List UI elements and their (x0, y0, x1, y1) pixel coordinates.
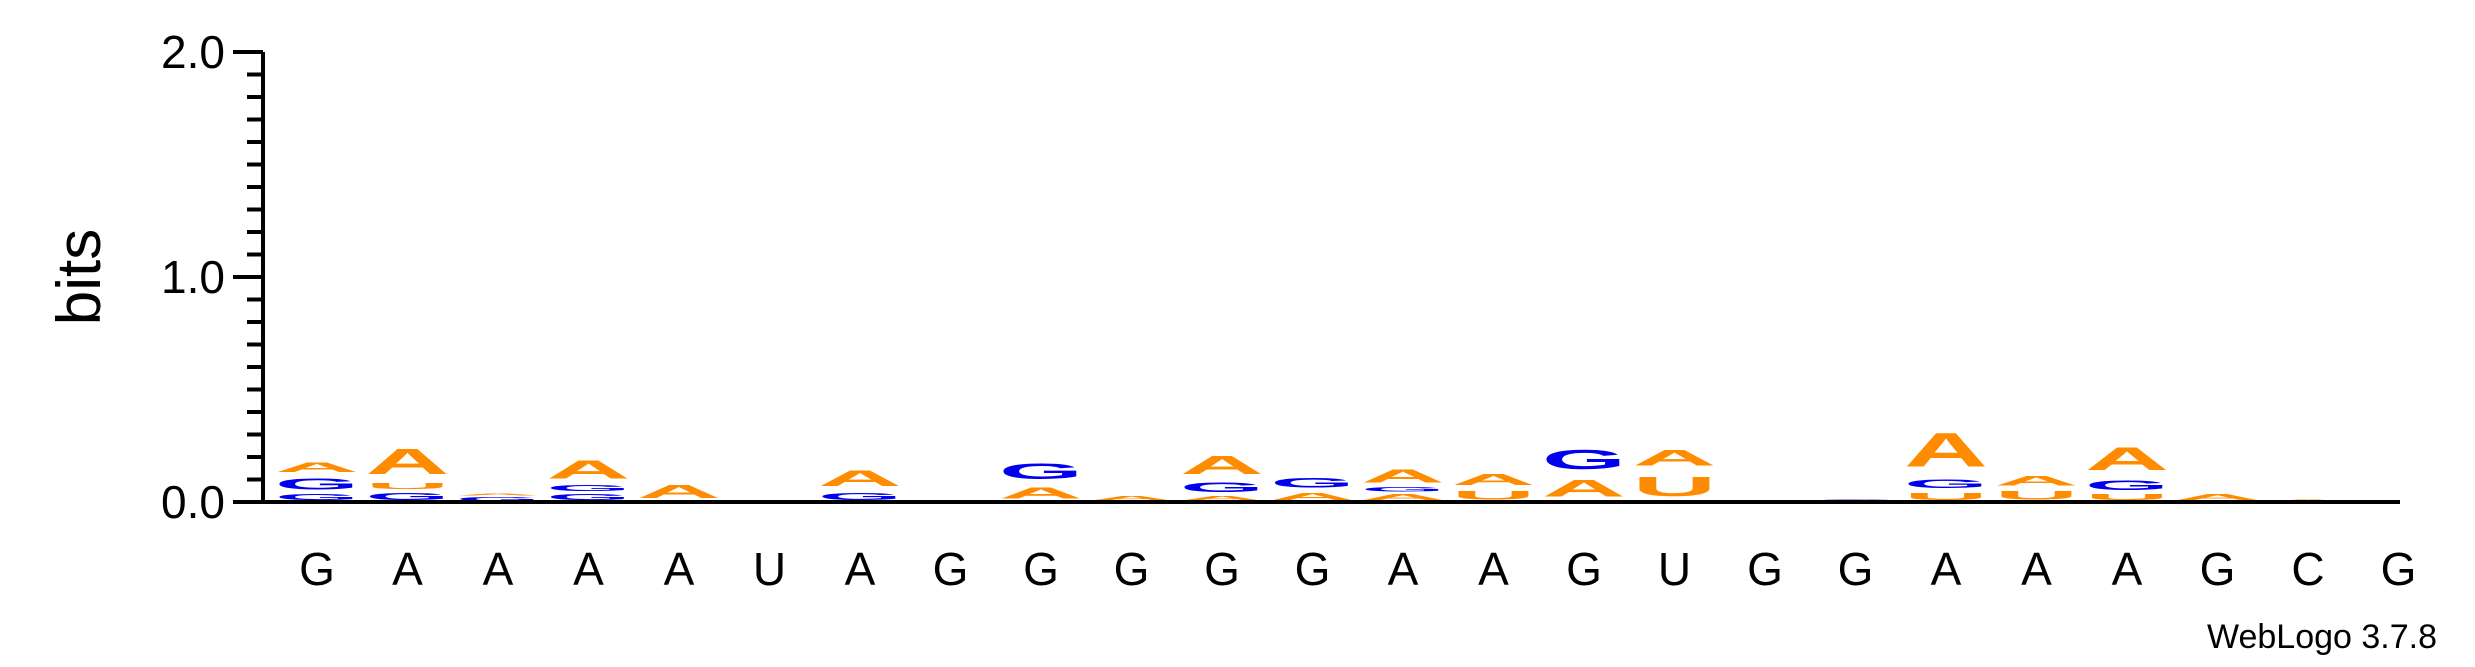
logo-letter-g: G (1542, 444, 1626, 475)
logo-letter-a: A (1542, 475, 1626, 502)
x-position-label: G (1204, 543, 1240, 595)
logo-letter-g: G (456, 496, 540, 502)
x-position-label: A (2021, 543, 2052, 595)
logo-letter-u: U (365, 482, 449, 491)
logo-letter-u: U (1632, 470, 1716, 502)
logo-letter-a: A (1995, 473, 2079, 489)
logo-letter-u: U (1904, 491, 1988, 502)
logo-letter-a: A (2175, 493, 2259, 502)
weblogo-credit: WebLogo 3.7.8 (2207, 618, 2437, 656)
logo-letter-g: G (1180, 480, 1264, 496)
logo-letter-g: G (1271, 475, 1355, 491)
x-position-label: A (483, 543, 514, 595)
x-position-label: G (299, 543, 335, 595)
x-position-label: G (1295, 543, 1331, 595)
logo-letter-g: G (547, 493, 631, 502)
logo-letter-a: A (999, 484, 1083, 502)
logo-letter-a: A (456, 493, 540, 496)
logo-letter-a: A (547, 455, 631, 484)
x-position-label: A (845, 543, 876, 595)
logo-letter-a: A (1904, 423, 1988, 477)
x-position-label: G (1023, 543, 1059, 595)
x-position-label: G (1566, 543, 1602, 595)
logo-letter-a: A (637, 482, 721, 502)
logo-letter-g: G (275, 493, 359, 502)
x-position-label: G (1114, 543, 1150, 595)
logo-letter-g: G (275, 475, 359, 493)
logo-letter-g: G (547, 484, 631, 493)
logo-letter-a: A (1633, 446, 1717, 471)
logo-letter-a: A (1361, 493, 1445, 502)
logo-letter-a: A (1090, 495, 1174, 502)
x-position-label: A (1931, 543, 1962, 595)
logo-letter-a: A (1452, 470, 1536, 488)
logo-letter-g: G (1904, 477, 1988, 490)
logo-letter-u: U (1995, 488, 2079, 502)
logo-letter-a: A (818, 466, 902, 491)
x-position-label: A (1388, 543, 1419, 595)
x-position-label: A (573, 543, 604, 595)
logo-letter-g: G (818, 491, 902, 502)
x-position-label: A (664, 543, 695, 595)
logo-letter-u: U (1452, 488, 1536, 502)
logo-letter-u: U (2085, 493, 2169, 502)
logo-letter-g: G (999, 459, 1083, 484)
x-position-label: G (2381, 543, 2417, 595)
y-tick-label: 0.0 (161, 476, 225, 528)
x-position-label: G (2200, 543, 2236, 595)
logo-letter-a: A (275, 459, 359, 475)
y-axis-title: bits (45, 229, 114, 325)
logo-letter-g: G (2085, 477, 2169, 493)
y-axis-ticks: 0.0 1.0 2.0 (161, 26, 263, 528)
x-position-label: G (1838, 543, 1874, 595)
x-position-label: C (2291, 543, 2324, 595)
y-tick-label: 1.0 (161, 251, 225, 303)
x-position-label: U (1658, 543, 1691, 595)
logo-letter-g: G (366, 491, 450, 502)
logo-letter-a: A (1361, 466, 1445, 486)
x-position-label: A (2112, 543, 2143, 595)
logo-letter-g: G (1361, 486, 1445, 493)
x-position-label: G (1747, 543, 1783, 595)
y-tick-label: 2.0 (161, 26, 225, 78)
x-position-label: U (753, 543, 786, 595)
logo-letter-a: A (366, 441, 450, 481)
logo-letter-a: A (1180, 450, 1264, 479)
logo-letter-a: A (1180, 495, 1264, 502)
logo-letter-a: A (1270, 491, 1354, 502)
logo-letter-a: A (2085, 442, 2169, 478)
x-position-label: G (933, 543, 969, 595)
x-position-label: A (392, 543, 423, 595)
x-position-label: A (1478, 543, 1509, 595)
